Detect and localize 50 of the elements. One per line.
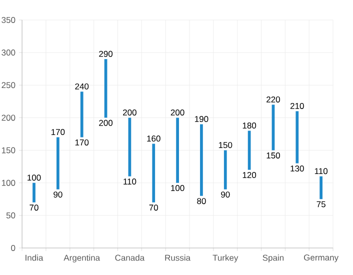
y-tick-label: 150 xyxy=(2,147,16,154)
bar xyxy=(152,144,156,202)
x-tick-label: Spain xyxy=(262,254,284,262)
annotation: 150 xyxy=(218,142,232,148)
y-tick-label: 200 xyxy=(2,114,16,121)
annotation: 210 xyxy=(290,102,304,109)
annotation: 70 xyxy=(149,204,158,211)
y-tick-label: 0 xyxy=(11,244,16,251)
annotation: 150 xyxy=(266,152,280,158)
x-tick-label: India xyxy=(26,254,44,261)
bar xyxy=(80,92,84,138)
y-tick-label: 350 xyxy=(2,16,16,23)
annotation: 160 xyxy=(147,136,160,142)
y-tick-label: 300 xyxy=(2,50,16,56)
annotation: 110 xyxy=(124,178,136,185)
bar xyxy=(200,124,203,196)
x-tick-label: Germany xyxy=(304,254,339,262)
bar xyxy=(320,176,323,200)
bar xyxy=(32,182,36,202)
annotation: 100 xyxy=(28,174,41,181)
annotation: 180 xyxy=(242,122,256,129)
annotation: 120 xyxy=(242,172,256,178)
annotation: 75 xyxy=(316,201,326,208)
annotation: 170 xyxy=(51,129,65,136)
annotation: 200 xyxy=(123,109,136,116)
annotation: 80 xyxy=(197,198,206,204)
bar xyxy=(176,118,179,183)
annotation: 90 xyxy=(221,192,230,198)
annotation: 240 xyxy=(75,83,89,90)
x-tick-label: Argentina xyxy=(64,254,100,262)
annotation: 70 xyxy=(30,204,38,211)
annotation: 220 xyxy=(266,96,280,102)
y-tick-label: 100 xyxy=(2,180,16,186)
x-tick-label: Turkey xyxy=(212,254,238,262)
annotation: 130 xyxy=(290,166,304,172)
annotation: 190 xyxy=(195,116,208,122)
x-tick-label: Canada xyxy=(115,254,145,261)
bar xyxy=(224,150,227,190)
annotation: 170 xyxy=(75,139,89,146)
annotation: 290 xyxy=(99,50,113,57)
annotation: 100 xyxy=(171,185,184,192)
y-tick-label: 50 xyxy=(6,212,16,218)
annotation: 90 xyxy=(54,192,62,198)
annotation: 200 xyxy=(99,120,113,126)
x-tick-label: Russia xyxy=(165,254,191,261)
annotation: 200 xyxy=(170,109,184,116)
bar xyxy=(56,137,60,190)
y-tick-label: 250 xyxy=(2,82,16,88)
annotation: 110 xyxy=(314,168,328,174)
bar xyxy=(296,111,299,164)
